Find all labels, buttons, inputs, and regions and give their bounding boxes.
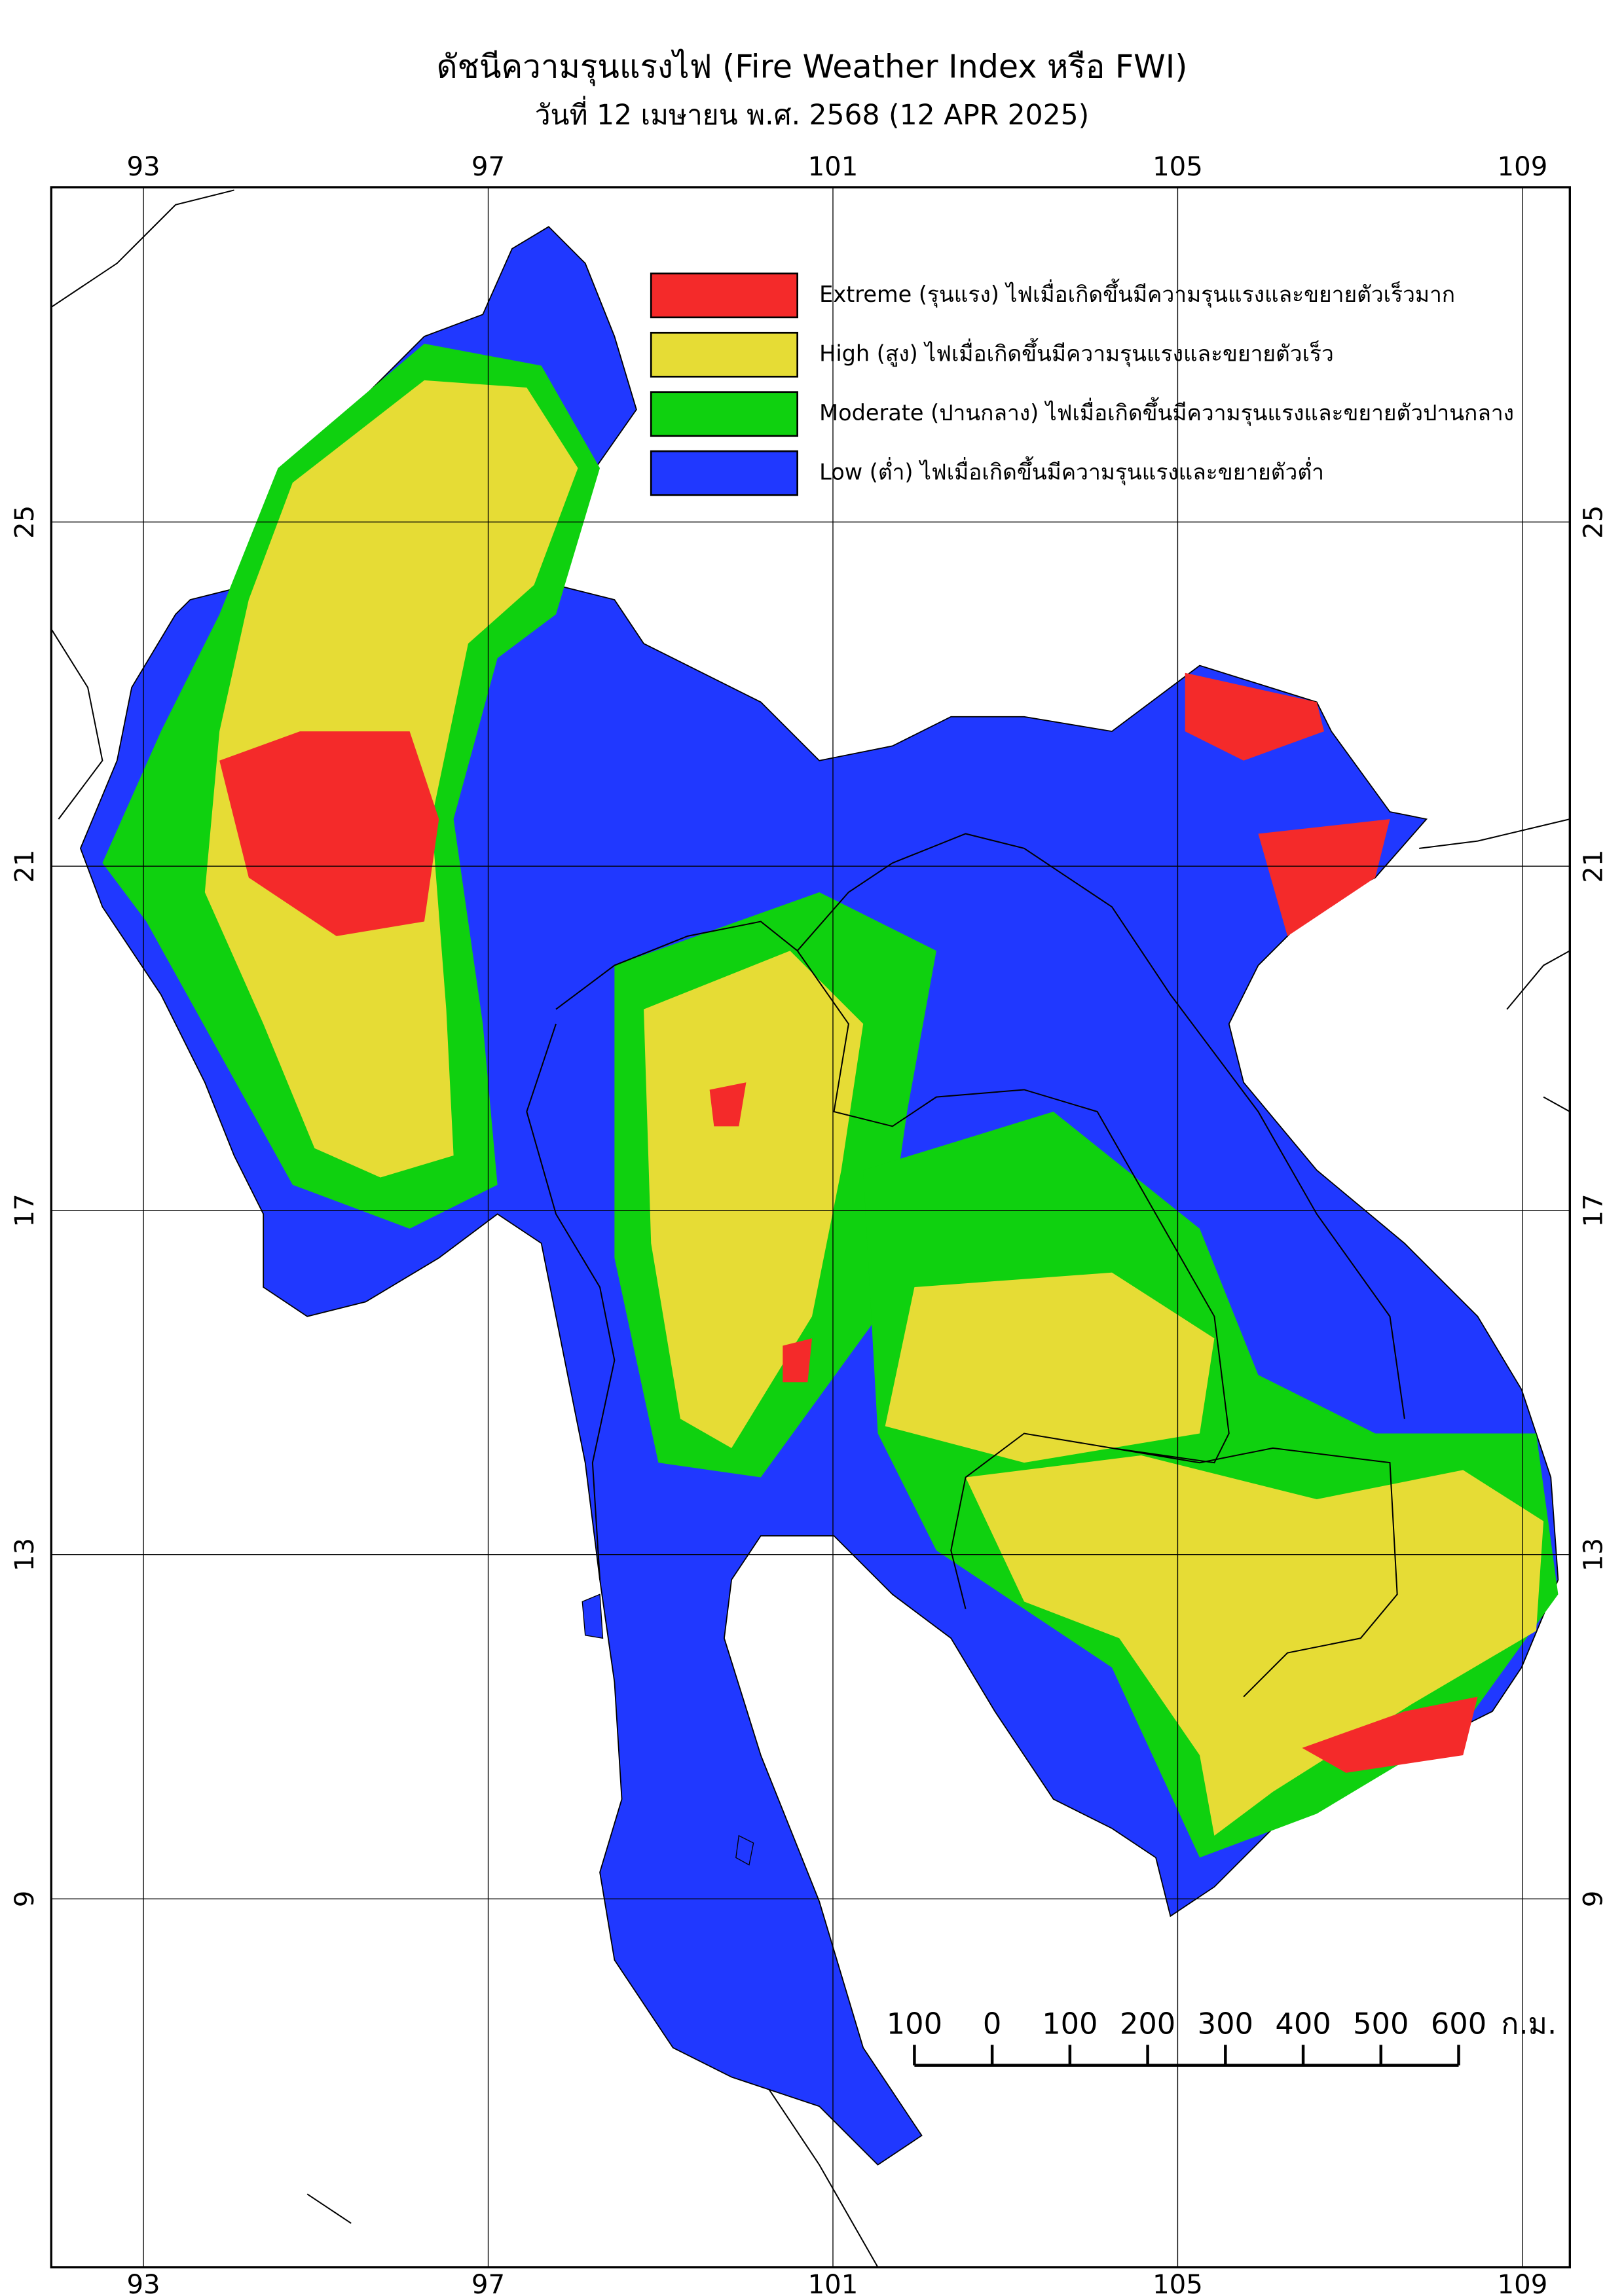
legend-swatch [650,331,798,378]
lon-label: 109 [1498,2270,1548,2296]
lat-label: 25 [1578,505,1608,539]
scale-label: 400 [1275,2007,1331,2041]
lat-label: 9 [10,1891,40,1908]
map-body [51,187,1570,2267]
scale-label: 300 [1198,2007,1253,2041]
legend-swatch [650,391,798,437]
lon-label: 109 [1498,152,1548,182]
lon-label: 101 [808,152,858,182]
scale-label: 100 [1042,2007,1098,2041]
scale-unit: ก.ม. [1501,2007,1557,2041]
lon-label: 93 [126,2270,160,2296]
coordinate-labels: 93 93 97 97 101 101 105 105 109 109 25 25 21 21 17 17 13… [10,152,1608,2296]
lon-label: 105 [1153,2270,1203,2296]
scale-label: 200 [1120,2007,1175,2041]
scale-label: 600 [1431,2007,1486,2041]
scale-bar: 100 0 100 200 300 400 500 600 ก.ม. [887,2007,1557,2067]
map-title: ดัชนีความรุนแรงไฟ (Fire Weather Index หร… [437,48,1188,86]
extreme-zone [219,672,1478,1773]
scale-label: 100 [887,2007,942,2041]
scale-label: 0 [983,2007,1001,2041]
lat-label: 17 [1578,1194,1608,1227]
graticule [51,187,1570,2267]
lat-label: 9 [1578,1891,1608,1908]
lon-label: 97 [471,152,505,182]
coastline [51,189,1570,2267]
lon-label: 97 [471,2270,505,2296]
legend: Extreme (รุนแรง) ไฟเมื่อเกิดขึ้นมีความรุ… [650,272,1514,496]
map-subtitle: วันที่ 12 เมษายน พ.ศ. 2568 (12 APR 2025) [535,96,1090,132]
island [581,1594,754,1866]
scale-label: 500 [1353,2007,1409,2041]
country-border [526,833,1405,1698]
legend-label: Moderate (ปานกลาง) ไฟเมื่อเกิดขึ้นมีความ… [819,397,1514,426]
lon-label: 101 [808,2270,858,2296]
legend-swatch [650,450,798,496]
lat-label: 21 [10,849,40,883]
lat-label: 13 [10,1538,40,1571]
lat-label: 21 [1578,849,1608,883]
lon-label: 105 [1153,152,1203,182]
legend-label: Extreme (รุนแรง) ไฟเมื่อเกิดขึ้นมีความรุ… [819,278,1455,308]
lat-label: 25 [10,505,40,539]
legend-label: Low (ต่ำ) ไฟเมื่อเกิดขึ้นมีความรุนแรงและ… [819,456,1324,485]
map-frame [50,186,1571,2269]
legend-swatch [650,272,798,319]
legend-label: High (สูง) ไฟเมื่อเกิดขึ้นมีความรุนแรงแล… [819,337,1334,367]
lat-label: 13 [1578,1538,1608,1571]
lat-label: 17 [10,1194,40,1227]
lon-label: 93 [126,152,160,182]
